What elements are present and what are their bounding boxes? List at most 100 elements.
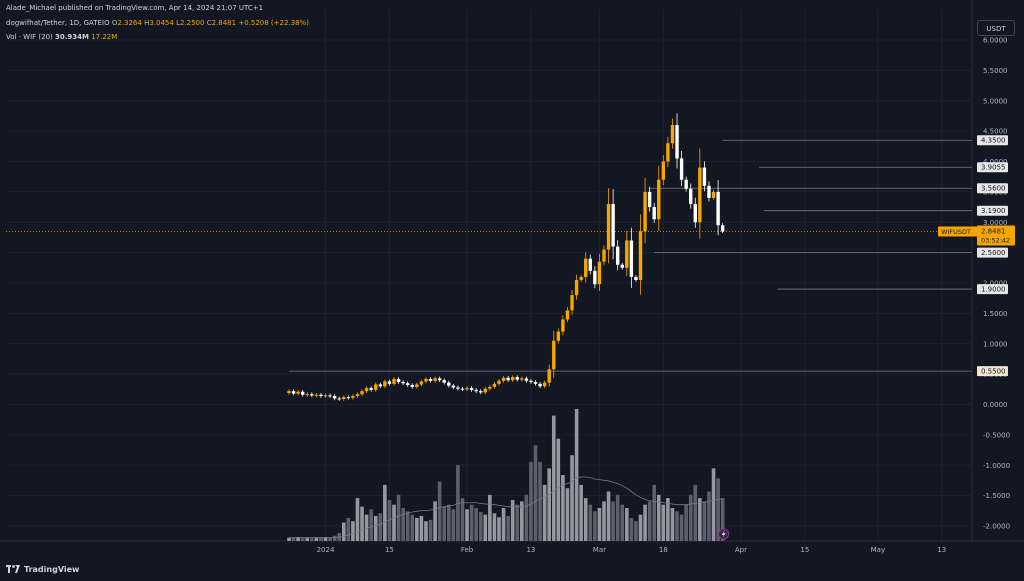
volume-bar	[323, 537, 328, 541]
candle-body	[405, 383, 410, 386]
x-tick-label: 15	[800, 546, 809, 554]
volume-bar	[488, 494, 492, 541]
candle-body	[593, 270, 597, 285]
tradingview-logo[interactable]: TradingView	[6, 565, 79, 574]
volume-bar	[437, 481, 442, 541]
candle-body	[684, 179, 688, 189]
volume-bar	[602, 501, 606, 541]
volume-bar	[716, 478, 720, 541]
ohlc-change: +0.5208 (+22.38%)	[238, 19, 309, 27]
volume-bar	[310, 538, 314, 541]
x-tick-label: 13	[937, 546, 946, 554]
candle-body	[693, 204, 697, 223]
published-line: Alade_Michael published on TradingView.c…	[6, 4, 264, 12]
ohlc-high-label: H	[144, 19, 150, 27]
candle-body	[620, 264, 624, 268]
y-tick-label: -1.0000	[983, 462, 1010, 470]
x-tick-label: Apr	[735, 546, 747, 554]
candle-body	[542, 382, 547, 387]
candle-body	[392, 378, 396, 384]
y-tick-label: -1.5000	[983, 492, 1010, 500]
x-tick-label: Mar	[593, 546, 606, 554]
ohlc-open-label: O	[111, 19, 118, 27]
candle-body	[310, 394, 314, 396]
x-tick-label: Feb	[461, 546, 474, 554]
level-price-label: 4.3500	[981, 137, 1006, 145]
candle-body	[415, 384, 419, 387]
volume-bar	[492, 513, 497, 541]
volume-bar	[579, 484, 583, 541]
volume-legend[interactable]: Vol · WIF (20) 30.934M 17.22M	[6, 33, 117, 41]
volume-bar	[442, 506, 447, 541]
volume-bar	[684, 504, 688, 541]
candle-body	[611, 204, 615, 247]
volume-bar	[497, 517, 501, 541]
volume-bar	[291, 537, 296, 541]
candle-body	[497, 380, 501, 384]
volume-bar	[346, 517, 351, 541]
volume-bar	[506, 515, 510, 541]
candle-body	[506, 377, 510, 381]
level-price-label: 0.5500	[981, 368, 1006, 376]
volume-bar	[707, 491, 711, 541]
volume-bar	[629, 517, 634, 541]
volume-bar	[720, 498, 725, 541]
candle-body	[588, 258, 592, 271]
volume-bar	[529, 461, 533, 541]
candle-body	[332, 395, 337, 399]
candle-body	[378, 384, 382, 387]
candle-body	[351, 395, 355, 398]
level-price-label: 2.5000	[981, 249, 1006, 257]
volume-bar	[392, 504, 396, 541]
candle-body	[488, 386, 492, 389]
level-price-label: 3.1900	[981, 207, 1006, 215]
candle-body	[702, 167, 707, 186]
candle-body	[296, 391, 300, 394]
candle-body	[383, 381, 387, 387]
volume-bar	[296, 537, 300, 541]
candle-body	[287, 391, 291, 393]
volume-bar	[688, 494, 693, 541]
volume-bar	[428, 519, 433, 541]
volume-bar	[469, 504, 474, 541]
volume-bar	[410, 514, 415, 541]
y-tick-label: -2.0000	[983, 523, 1010, 531]
level-price-tag	[977, 366, 1008, 377]
candle-body	[602, 249, 606, 262]
x-tick-label: 18	[659, 546, 668, 554]
candle-body	[606, 204, 611, 250]
candle-body	[661, 161, 666, 180]
volume-bar	[634, 521, 638, 541]
tradingview-logo-icon	[6, 565, 20, 573]
volume-bar	[524, 494, 529, 541]
candle-body	[720, 225, 725, 232]
candle-body	[410, 385, 414, 387]
volume-bar	[328, 537, 332, 541]
level-price-tag	[977, 284, 1008, 295]
volume-ma-value: 17.22M	[91, 33, 118, 41]
y-tick-label: 5.5000	[983, 67, 1008, 75]
ohlc-open: 2.3264	[117, 19, 142, 27]
level-price-tag	[977, 162, 1008, 173]
volume-bar	[474, 508, 478, 541]
symbol-name: dogwifhat/Tether, 1D, GATEIO	[6, 19, 110, 27]
candle-body	[574, 279, 579, 296]
x-tick-label: 2024	[317, 546, 335, 554]
volume-bar	[373, 515, 378, 541]
candle-body	[711, 191, 716, 198]
symbol-tag-label: WIFUSDT	[941, 228, 971, 236]
candle-body	[483, 388, 487, 393]
volume-bar	[556, 438, 561, 541]
volume-bar	[711, 468, 716, 541]
volume-bar	[643, 504, 647, 541]
symbol-legend[interactable]: dogwifhat/Tether, 1D, GATEIO O2.3264 H3.…	[6, 19, 309, 27]
volume-bar	[679, 514, 684, 541]
volume-bar	[364, 514, 369, 541]
volume-bar	[465, 509, 469, 541]
candle-body	[533, 382, 538, 384]
volume-bar	[551, 415, 556, 541]
ohlc-close-label: C	[206, 19, 212, 27]
candle-body	[433, 378, 437, 381]
currency-selector-button[interactable]: USDT	[977, 20, 1015, 36]
